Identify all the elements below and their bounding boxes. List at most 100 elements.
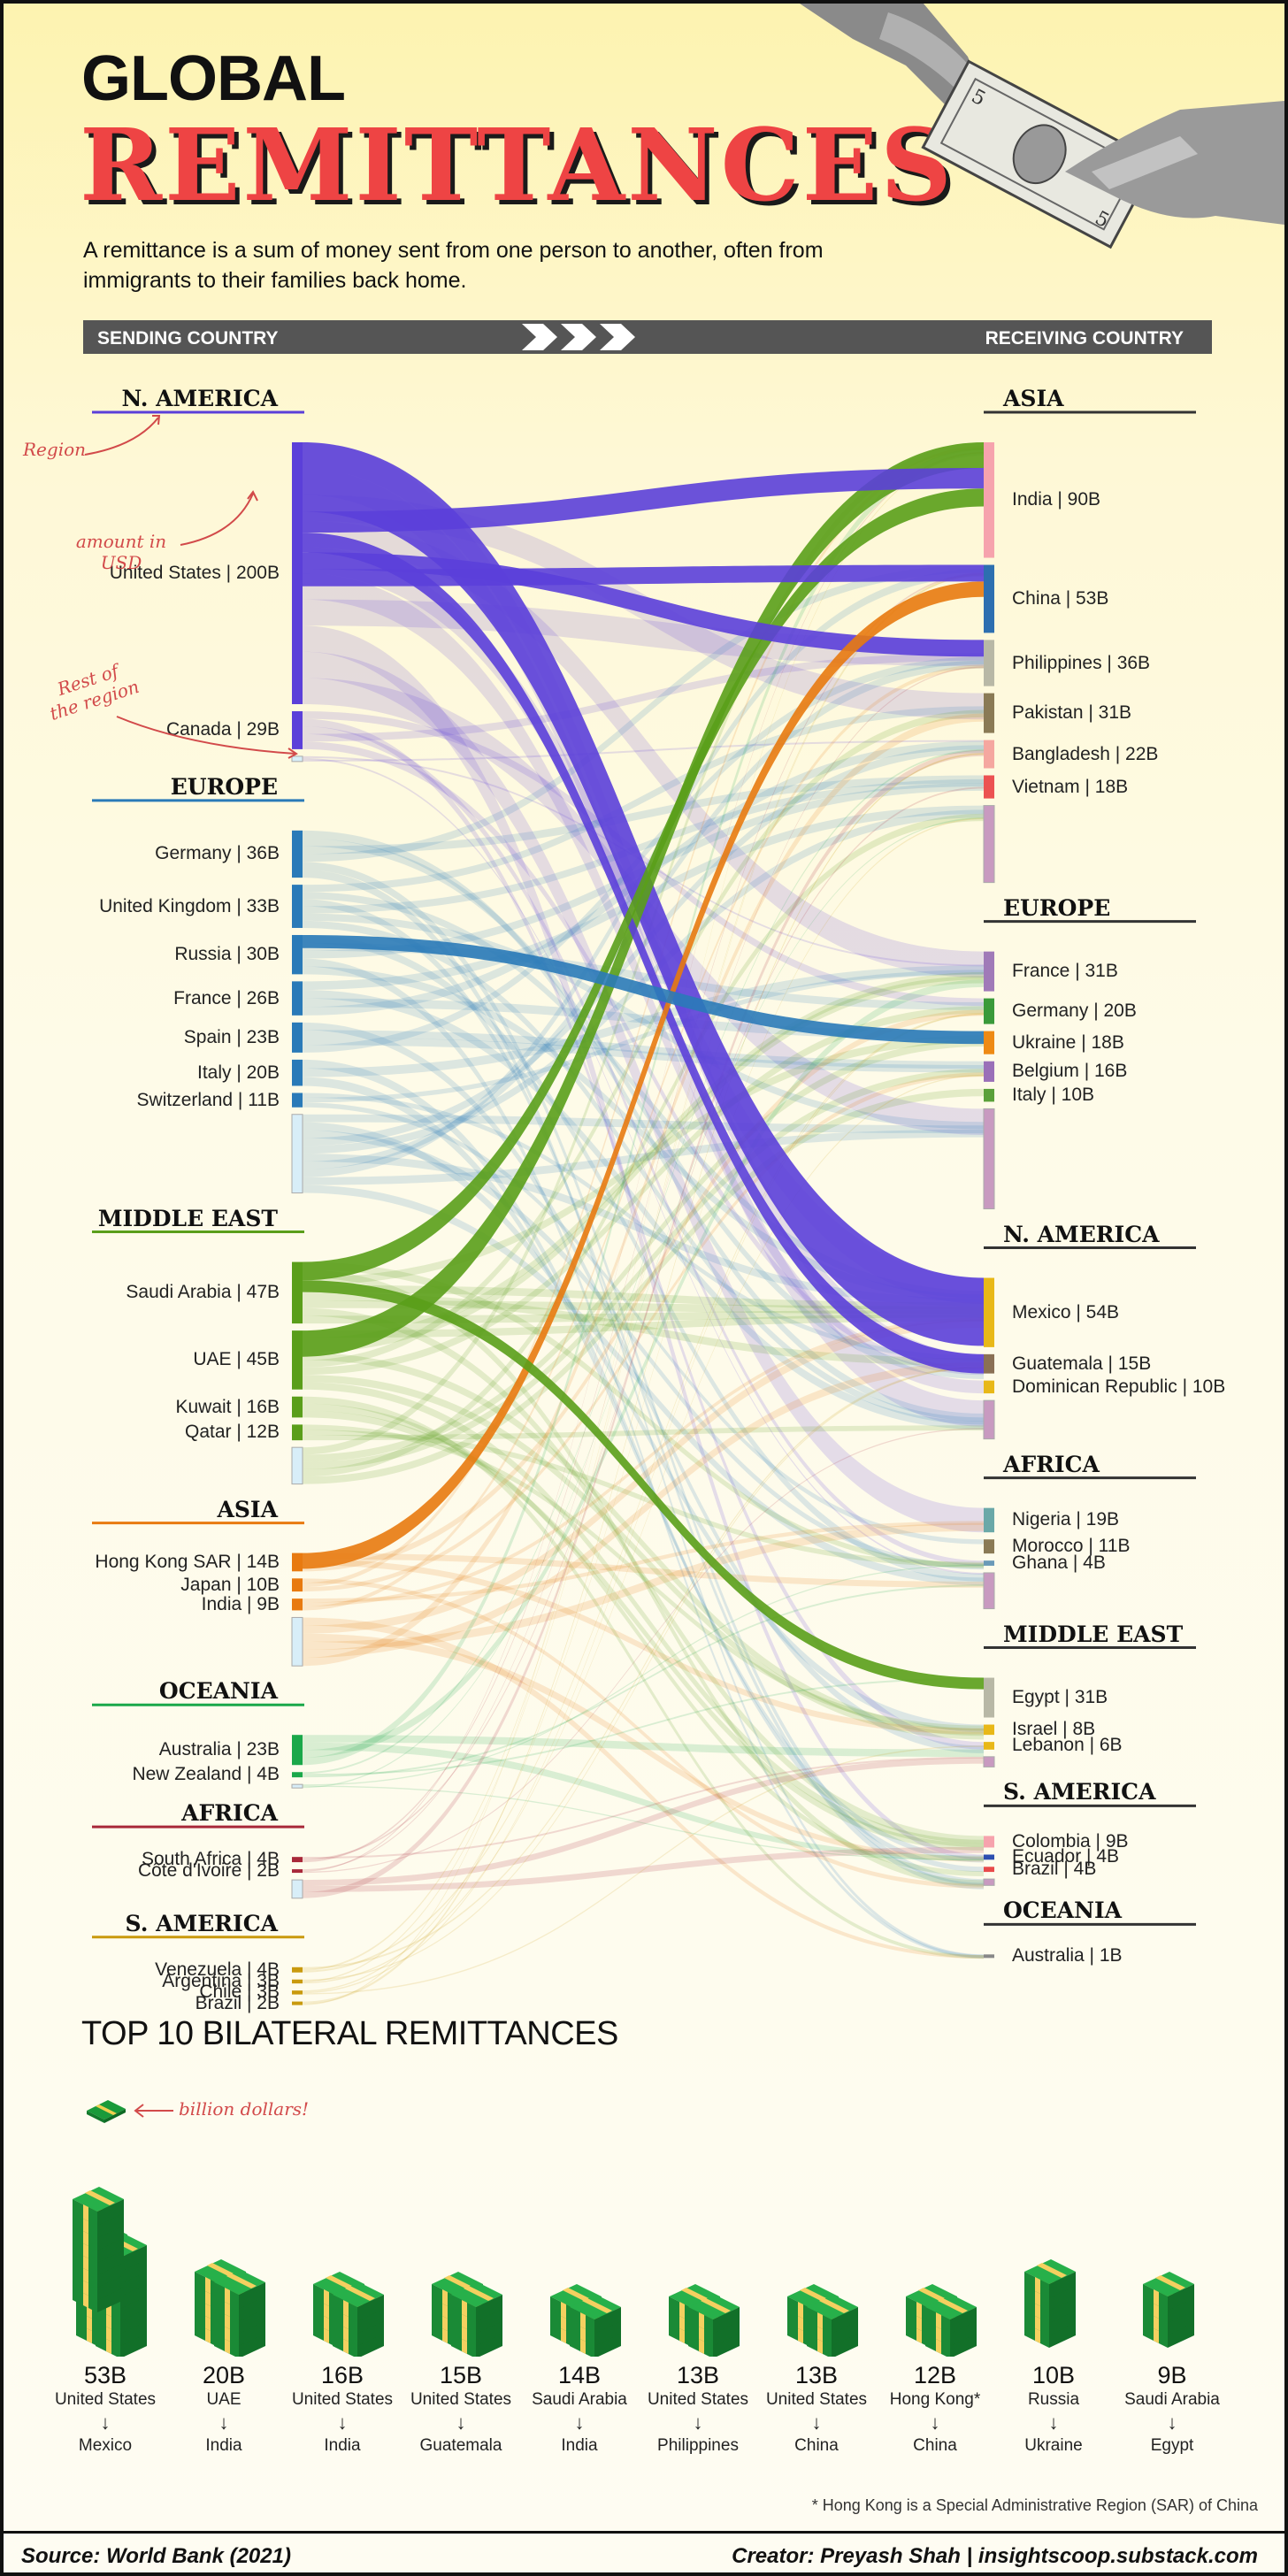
flow-bg-qatar-1 xyxy=(303,1430,984,1568)
node-send-asia-india xyxy=(292,1598,303,1611)
flow-united-states-to-guatemala xyxy=(303,533,984,1374)
node-recv-asia-china xyxy=(984,564,994,633)
node-label-send-japan: Japan | 10B xyxy=(180,1574,280,1595)
flow-bg-russia-0 xyxy=(303,934,984,1582)
region-label-send-middle-east: MIDDLE EAST xyxy=(97,1205,278,1231)
flow-bg-new-zealand-2 xyxy=(303,1584,984,1778)
money-stacks xyxy=(73,2187,1194,2357)
down-arrow-icon: ↓ xyxy=(1048,2411,1059,2434)
flow-bg-rest-8 xyxy=(303,1129,984,1185)
flow-bg-rest-4 xyxy=(303,809,984,1154)
flow-bg-new-zealand-1 xyxy=(303,1677,984,1776)
top10-from: United States xyxy=(291,2390,394,2409)
flow-bg-germany-4 xyxy=(303,862,984,1886)
node-recv-s-america-rest xyxy=(983,1878,995,1886)
background-flows xyxy=(303,442,984,2005)
node-label-recv-australia: Australia | 1B xyxy=(1012,1945,1123,1966)
top10-amount: 10B xyxy=(1031,2362,1076,2388)
flow-bg-rest-2 xyxy=(303,749,984,1898)
flow-bg-saudi-arabia-6 xyxy=(303,1307,984,1844)
node-recv-s-america-colombia xyxy=(984,1836,994,1848)
flow-bg-united-kingdom-5 xyxy=(303,920,984,1425)
down-arrow-icon: ↓ xyxy=(574,2411,585,2434)
flow-bg-kuwait-2 xyxy=(303,1410,984,1851)
node-label-send-russia: Russia | 30B xyxy=(174,944,280,965)
node-label-recv-ukraine: Ukraine | 18B xyxy=(1012,1031,1124,1053)
node-send-s-america-brazil xyxy=(292,2001,303,2005)
top10-amount: 16B xyxy=(320,2362,364,2388)
top10-title: TOP 10 BILATERAL REMITTANCES xyxy=(81,2015,618,2052)
flow-bg-argentina-1 xyxy=(303,574,984,1982)
flow-bg-saudi-arabia-3 xyxy=(303,1284,984,1310)
flow-bg-saudi-arabia-4 xyxy=(303,1292,984,1367)
flow-hong-kong-sar-to-china xyxy=(303,581,984,1569)
flow-bg-uae-5 xyxy=(303,1006,984,1376)
flow-bg-australia-2 xyxy=(303,979,984,1758)
node-label-recv-morocco: Morocco | 11B xyxy=(1012,1536,1131,1557)
flow-bg-chile-2 xyxy=(303,1745,984,1995)
flow-bg-brazil-1 xyxy=(303,753,984,2005)
flow-bg-argentina-0 xyxy=(303,1367,984,1982)
flow-bg-rest-2 xyxy=(303,1130,984,1570)
top10-amount: 20B xyxy=(202,2362,246,2388)
node-send-middle-east-uae xyxy=(292,1330,303,1390)
node-label-recv-israel: Israel | 8B xyxy=(1012,1719,1096,1740)
down-arrow-icon: ↓ xyxy=(930,2411,940,2434)
node-label-send-new-zealand: New Zealand | 4B xyxy=(132,1764,280,1785)
down-arrow-icon: ↓ xyxy=(1167,2411,1177,2434)
flow-bg-canada-0 xyxy=(303,711,984,1007)
node-label-recv-mexico: Mexico | 54B xyxy=(1012,1301,1120,1322)
flow-bg-united-kingdom-1 xyxy=(303,892,984,1299)
node-label-send-switzerland: Switzerland | 11B xyxy=(136,1089,280,1110)
node-label-send-united-states: United States | 200B xyxy=(109,563,280,583)
flow-bg-chile-1 xyxy=(303,1013,984,1994)
flow-bg-australia-0 xyxy=(303,1735,984,1758)
flow-bg-canada-1 xyxy=(303,718,984,1750)
node-send-oceania-new-zealand xyxy=(292,1772,303,1778)
node-label-send-c-te-d-ivoire: Côte d'Ivoire | 2B xyxy=(137,1860,280,1882)
node-send-n-america-rest xyxy=(291,755,303,763)
node-label-recv-vietnam: Vietnam | 18B xyxy=(1012,776,1129,797)
node-recv-asia-philippines xyxy=(984,640,994,686)
flow-bg-rest-4 xyxy=(303,1088,984,1484)
footnote: * Hong Kong is a Special Administrative … xyxy=(811,2496,1258,2514)
node-send-oceania-rest xyxy=(291,1783,303,1789)
flow-bg-rest-2 xyxy=(303,740,984,762)
node-recv-oceania-australia xyxy=(984,1954,994,1959)
flow-bg-spain-2 xyxy=(303,1037,984,1073)
banner-receiving-label: RECEIVING COUNTRY xyxy=(985,328,1184,349)
flow-bg-canada-4 xyxy=(303,741,984,1376)
flow-saudi-arabia-to-egypt xyxy=(303,1280,984,1690)
flow-bg-germany-3 xyxy=(303,564,984,862)
node-send-middle-east-saudi-arabia xyxy=(292,1261,303,1324)
annotation-region: Region xyxy=(23,439,87,460)
flow-bg-germany-0 xyxy=(303,830,984,1422)
node-label-recv-brazil: Brazil | 4B xyxy=(1012,1859,1097,1880)
top10-to: India xyxy=(324,2436,361,2455)
money-stack-8 xyxy=(906,2284,977,2357)
flow-bg-hong-kong-sar-2 xyxy=(303,1009,984,1572)
node-label-recv-pakistan: Pakistan | 31B xyxy=(1012,702,1132,724)
flow-bg-rest-4 xyxy=(303,1361,984,1659)
node-recv-europe-germany xyxy=(984,998,994,1024)
flow-bg-rest-5 xyxy=(303,713,984,1667)
flow-bg-switzerland-0 xyxy=(303,1092,984,1361)
flow-bg-south-africa-2 xyxy=(303,572,984,1863)
flow-bg-russia-4 xyxy=(303,966,984,1303)
flow-bg-chile-0 xyxy=(303,817,984,1992)
top10-to: China xyxy=(913,2436,957,2455)
flow-bg-india-2 xyxy=(303,664,984,1611)
top10-amount: 14B xyxy=(557,2362,602,2388)
flow-bg-russia-1 xyxy=(303,942,984,1010)
top10-to: India xyxy=(205,2436,242,2455)
sankey-chart xyxy=(92,410,1196,2005)
flow-bg-c-te-d-ivoire-2 xyxy=(303,1428,984,1874)
flow-bg-japan-1 xyxy=(303,446,984,1588)
flow-bg-india-0 xyxy=(303,1521,984,1603)
flow-bg-rest-9 xyxy=(303,1184,984,1586)
annotation-amount: amount in USD xyxy=(75,531,167,573)
top10-item-10: 9B Saudi Arabia ↓ Egypt xyxy=(1106,2362,1238,2457)
node-label-recv-ghana: Ghana | 4B xyxy=(1012,1552,1106,1574)
top10-item-1: 53B United States ↓ Mexico xyxy=(39,2362,172,2457)
